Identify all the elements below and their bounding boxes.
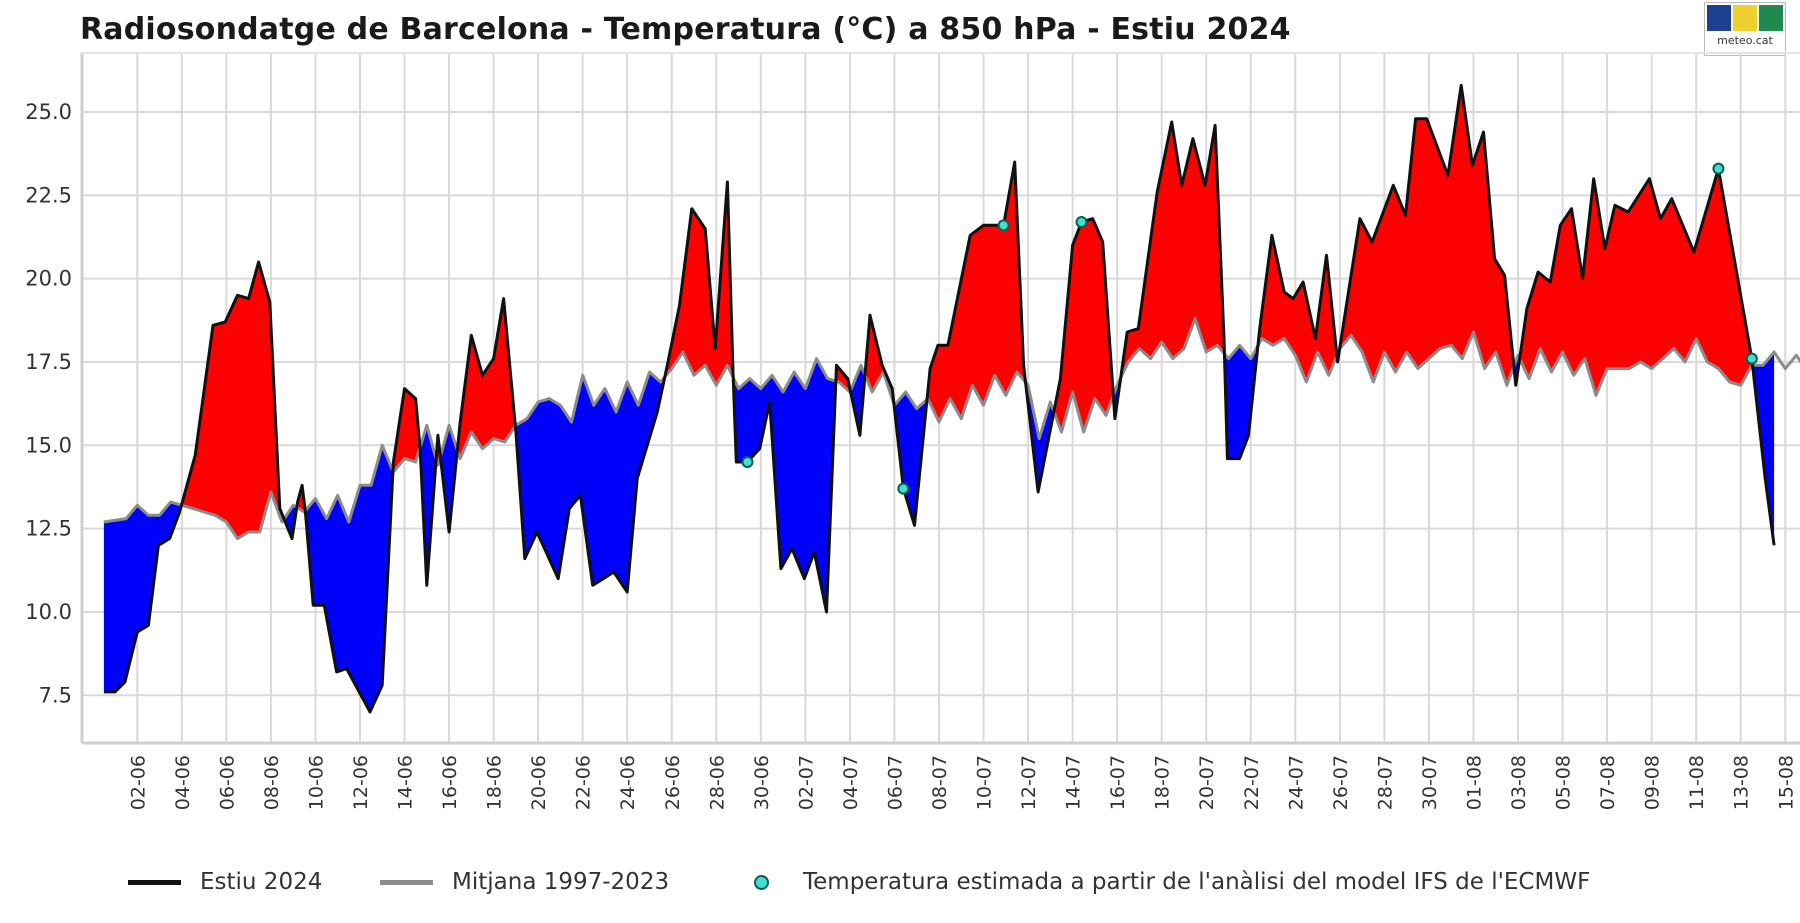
logo-text: meteo.cat: [1717, 34, 1773, 47]
anomaly-cold-area: [1224, 345, 1258, 459]
y-tick-label: 15.0: [25, 433, 72, 457]
legend-label: Temperatura estimada a partir de l'anàli…: [803, 869, 1591, 895]
anomaly-warm-area: [1519, 168, 1753, 396]
anomaly-warm-area: [835, 365, 851, 392]
x-tick-label: 04-06: [172, 755, 194, 810]
x-tick-label: 02-06: [127, 755, 149, 810]
x-tick-label: 04-07: [840, 755, 862, 810]
anomaly-warm-area: [392, 388, 420, 472]
x-tick-label: 30-06: [751, 755, 773, 810]
x-tick-label: 02-07: [795, 755, 817, 810]
x-tick-label: 14-07: [1063, 755, 1085, 810]
chart-title: Radiosondatge de Barcelona - Temperatura…: [80, 12, 1291, 47]
anomaly-cold-area: [420, 425, 437, 586]
legend-label: Mitjana 1997-2023: [452, 869, 670, 895]
y-tick-label: 17.5: [25, 350, 72, 374]
legend-line-icon: [380, 879, 433, 885]
x-axis-ticks: 02-06 04-06 06-06 08-06 10-06 12-06 14-06 16-06…: [127, 755, 1797, 810]
x-tick-label: 05-08: [1553, 755, 1575, 810]
legend: Estiu 2024 Mitjana 1997-2023 Temperatura…: [0, 862, 1800, 902]
x-tick-label: 01-08: [1463, 755, 1485, 810]
anomaly-cold-area: [103, 502, 182, 692]
anomaly-warm-area: [1339, 85, 1514, 386]
x-tick-label: 22-07: [1241, 755, 1263, 810]
x-tick-label: 10-07: [974, 755, 996, 810]
anomaly-cold-area: [733, 358, 836, 612]
x-tick-label: 28-06: [706, 755, 728, 810]
x-tick-label: 16-06: [439, 755, 461, 810]
x-tick-label: 18-07: [1152, 755, 1174, 810]
mean-1997-2023-line: [103, 317, 1800, 541]
ecmwf-estimate-marker: [997, 219, 1010, 232]
ecmwf-estimate-marker: [1712, 162, 1725, 175]
legend-item-mitjana: Mitjana 1997-2023: [380, 862, 669, 902]
anomaly-cold-area: [440, 425, 458, 532]
x-tick-label: 07-08: [1597, 755, 1619, 810]
anomaly-cold-area: [893, 392, 927, 526]
x-tick-label: 06-06: [216, 755, 238, 810]
legend-item-ecmwf: Temperatura estimada a partir de l'anàli…: [754, 862, 1590, 902]
y-axis-ticks: 7.5 10.0 12.5 15.0 17.5 20.0 22.5 25.0: [25, 100, 72, 707]
anomaly-cold-area: [284, 505, 297, 539]
anomaly-warm-area: [181, 262, 284, 539]
legend-label: Estiu 2024: [200, 869, 323, 895]
ecmwf-estimate-marker: [1745, 352, 1758, 365]
x-tick-label: 12-07: [1018, 755, 1040, 810]
x-tick-label: 28-07: [1374, 755, 1396, 810]
y-tick-label: 12.5: [25, 517, 72, 541]
anomaly-warm-area: [1257, 235, 1337, 382]
legend-line-icon: [128, 879, 181, 885]
legend-marker-icon: [754, 874, 769, 890]
x-tick-label: 03-08: [1508, 755, 1530, 810]
x-tick-label: 15-08: [1775, 755, 1797, 810]
meteocat-logo: meteo.cat: [1704, 2, 1786, 56]
ecmwf-estimate-marker: [1075, 215, 1088, 228]
x-tick-label: 13-08: [1731, 755, 1753, 810]
x-tick-label: 10-06: [305, 755, 327, 810]
x-tick-label: 20-06: [528, 755, 550, 810]
x-tick-label: 22-06: [573, 755, 595, 810]
x-tick-label: 11-08: [1686, 755, 1708, 810]
ecmwf-estimate-marker: [897, 482, 910, 495]
anomaly-warm-area: [664, 182, 734, 386]
y-tick-label: 20.0: [25, 267, 72, 291]
y-tick-label: 25.0: [25, 100, 72, 124]
logo-block-blue-icon: [1707, 5, 1731, 31]
x-tick-label: 18-06: [484, 755, 506, 810]
x-tick-label: 24-07: [1285, 755, 1307, 810]
x-tick-label: 09-08: [1642, 755, 1664, 810]
anomaly-warm-area: [1120, 122, 1225, 378]
anomaly-cold-area: [515, 372, 665, 592]
x-tick-label: 24-06: [617, 755, 639, 810]
logo-block-green-icon: [1759, 5, 1783, 31]
y-tick-label: 7.5: [39, 683, 72, 707]
anomaly-cold-area: [305, 445, 393, 712]
ecmwf-estimate-marker: [741, 455, 754, 468]
series-lines: [103, 83, 1800, 714]
legend-item-estiu-2024: Estiu 2024: [128, 862, 322, 902]
y-tick-label: 10.0: [25, 600, 72, 624]
y-tick-label: 22.5: [25, 183, 72, 207]
x-tick-label: 30-07: [1419, 755, 1441, 810]
x-tick-label: 12-06: [350, 755, 372, 810]
x-tick-label: 08-07: [929, 755, 951, 810]
logo-block-sun-icon: [1733, 5, 1757, 31]
estiu-2024-line: [103, 83, 1776, 714]
x-tick-label: 26-06: [662, 755, 684, 810]
axes: [80, 52, 1800, 745]
x-tick-label: 16-07: [1107, 755, 1129, 810]
x-tick-label: 08-06: [261, 755, 283, 810]
marker-points: [741, 162, 1758, 495]
x-tick-label: 14-06: [395, 755, 417, 810]
x-tick-label: 20-07: [1196, 755, 1218, 810]
anomaly-warm-area: [1053, 218, 1114, 432]
x-tick-label: 06-07: [884, 755, 906, 810]
x-tick-label: 26-07: [1330, 755, 1352, 810]
